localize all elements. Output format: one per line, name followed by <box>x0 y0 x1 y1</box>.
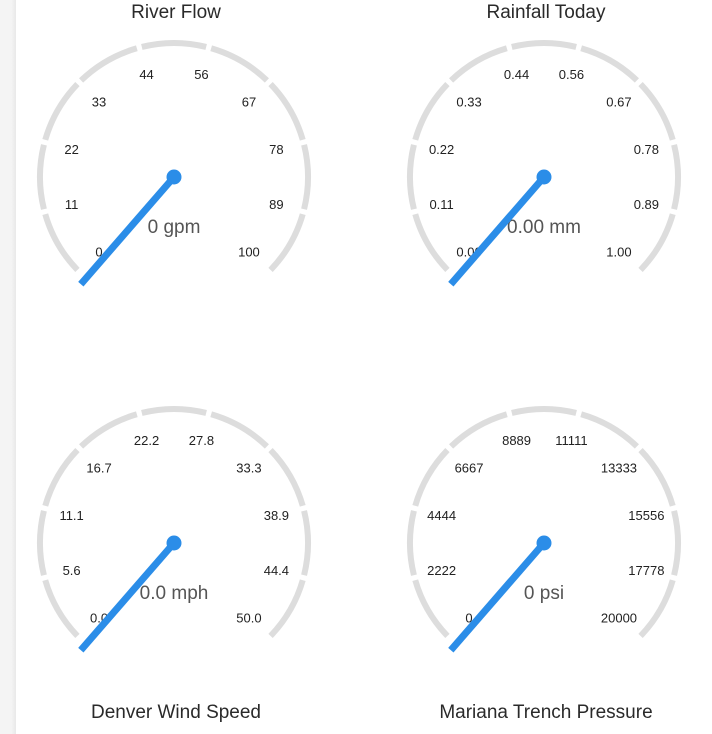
gauge-track-segment <box>210 411 269 449</box>
gauge-track-segment <box>449 411 508 449</box>
gauge-track-segment <box>268 579 306 638</box>
gauge-track-segment <box>268 82 306 141</box>
gauge-track-segment <box>449 45 508 83</box>
gauge-tick-label: 20000 <box>601 610 637 625</box>
gauge-track-segment <box>412 82 450 141</box>
gauge-tick-label: 0.33 <box>456 95 481 110</box>
gauge-needle-hub <box>166 535 182 551</box>
gauge-title: Denver Wind Speed <box>90 702 262 723</box>
gauge-needle-hub <box>166 169 182 185</box>
gauge-track-segment <box>638 448 676 507</box>
gauge-panel-rainfall-today: Rainfall Today 0.00 0.11 0.22 0.33 0.44 0.56 0… <box>406 0 686 330</box>
gauge-tick-label: 50.0 <box>236 610 261 625</box>
gauge-track-segment <box>407 510 417 576</box>
gauge-track-segment <box>671 144 681 210</box>
gauge-track-segment <box>141 40 207 50</box>
gauge-tick-label: 0.78 <box>634 142 659 157</box>
gauge-title: River Flow <box>131 2 221 23</box>
gauge-track-segment <box>37 144 47 210</box>
gauge-track-segment <box>412 579 450 638</box>
gauge-tick-label: 67 <box>242 95 256 110</box>
gauge-tick-label: 11111 <box>555 433 587 448</box>
gauge-tick-label: 33 <box>92 95 106 110</box>
gauge-track-segment <box>638 213 676 272</box>
gauge-tick-label: 22 <box>64 142 78 157</box>
gauge-track-segment <box>37 510 47 576</box>
gauge-tick-label: 8889 <box>502 433 531 448</box>
gauge-track-segment <box>79 45 138 83</box>
gauge-tick-label: 27.8 <box>189 433 214 448</box>
gauge-tick-label: 100 <box>238 244 260 259</box>
gauge-tick-label: 0 <box>95 244 102 259</box>
gauge-needle-hub <box>536 169 552 185</box>
gauge-tick-label: 6667 <box>455 461 484 476</box>
gauge-tick-label: 78 <box>269 142 283 157</box>
gauge-tick-label: 11 <box>65 197 79 212</box>
gauge-value-label: 0 gpm <box>148 217 201 238</box>
gauge-track-segment <box>42 213 80 272</box>
gauge-title: Mariana Trench Pressure <box>439 702 653 723</box>
gauge-tick-label: 33.3 <box>236 461 261 476</box>
gauge-value-label: 0.0 mph <box>140 583 209 604</box>
gauge-tick-label: 11.1 <box>59 508 83 523</box>
gauge-needle <box>448 174 547 287</box>
gauge-dial: 0.05.611.116.722.2 27.833.338.944.450.00.… <box>37 406 311 653</box>
gauge-tick-label: 16.7 <box>86 461 111 476</box>
gauge-track-segment <box>268 448 306 507</box>
gauge-needle <box>448 540 547 653</box>
gauge-track-segment <box>210 45 269 83</box>
gauge-tick-label: 13333 <box>601 461 637 476</box>
gauge-track-segment <box>141 406 207 416</box>
gauge-tick-label: 4444 <box>427 508 456 523</box>
gauge-tick-label: 1.00 <box>606 244 631 259</box>
gauge-needle <box>78 540 177 653</box>
gauge-tick-label: 22.2 <box>134 433 159 448</box>
gauge-tick-label: 2222 <box>427 563 456 578</box>
gauge-track-segment <box>301 144 311 210</box>
gauge-tick-label: 0 <box>465 610 472 625</box>
gauge-tick-label: 0.22 <box>429 142 454 157</box>
gauge-track-segment <box>42 579 80 638</box>
gauge-title: Rainfall Today <box>486 2 606 23</box>
gauge-track-segment <box>268 213 306 272</box>
gauge-track-segment <box>42 448 80 507</box>
gauge-panel-denver-wind-speed: 0.0 5.6 11.1 16.7 22.2 27.8 33.3 38.9 44.4 50.0 0.… <box>36 400 316 734</box>
gauge-tick-label: 38.9 <box>264 508 289 523</box>
gauge-tick-label: 0.11 <box>429 197 453 212</box>
gauge-track-segment <box>638 82 676 141</box>
gauge-track-segment <box>412 213 450 272</box>
gauge-track-segment <box>638 579 676 638</box>
gauge-track-segment <box>511 406 577 416</box>
gauge-track-segment <box>42 82 80 141</box>
gauge-needle <box>78 174 177 287</box>
gauge-track-segment <box>671 510 681 576</box>
gauge-dial: 0 2222 4444 6667 8889 11111 13333 15556 17778 200… <box>407 406 681 653</box>
gauge-tick-label: 17778 <box>628 563 664 578</box>
gauge-track-segment <box>580 45 639 83</box>
gauge-track-segment <box>412 448 450 507</box>
gauge-track-segment <box>79 411 138 449</box>
gauge-tick-label: 44.4 <box>264 563 289 578</box>
left-scroll-edge <box>0 0 16 734</box>
gauge-tick-label: 0.56 <box>559 67 584 82</box>
gauge-track-segment <box>301 510 311 576</box>
gauge-tick-label: 0.67 <box>606 95 631 110</box>
gauge-tick-label: 0.89 <box>634 197 659 212</box>
gauge-track-segment <box>407 144 417 210</box>
gauge-needle-hub <box>536 535 552 551</box>
gauge-dial: 0 11 22 33 44 56 67 78 89 100 0 gpm <box>37 40 311 287</box>
gauge-tick-label: 15556 <box>628 508 664 523</box>
gauge-track-segment <box>511 40 577 50</box>
gauge-tick-label: 56 <box>194 67 208 82</box>
gauge-value-label: 0.00 mm <box>507 217 581 238</box>
gauge-dial: 0.000.110.220.330.44 0.560.670.780.891.00… <box>407 40 681 287</box>
gauge-value-label: 0 psi <box>524 583 564 604</box>
gauge-tick-label: 44 <box>139 67 153 82</box>
gauge-panel-river-flow: River Flow 0 11 22 33 44 56 67 78 89 100 0 gpm <box>36 0 316 330</box>
gauge-tick-label: 0.44 <box>504 67 529 82</box>
gauge-track-segment <box>580 411 639 449</box>
gauge-panel-mariana-trench-pressure: 0 2222 4444 6667 8889 11111 13333 15556 17778 200… <box>406 400 686 734</box>
gauge-tick-label: 5.6 <box>63 563 81 578</box>
gauge-tick-label: 89 <box>269 197 283 212</box>
